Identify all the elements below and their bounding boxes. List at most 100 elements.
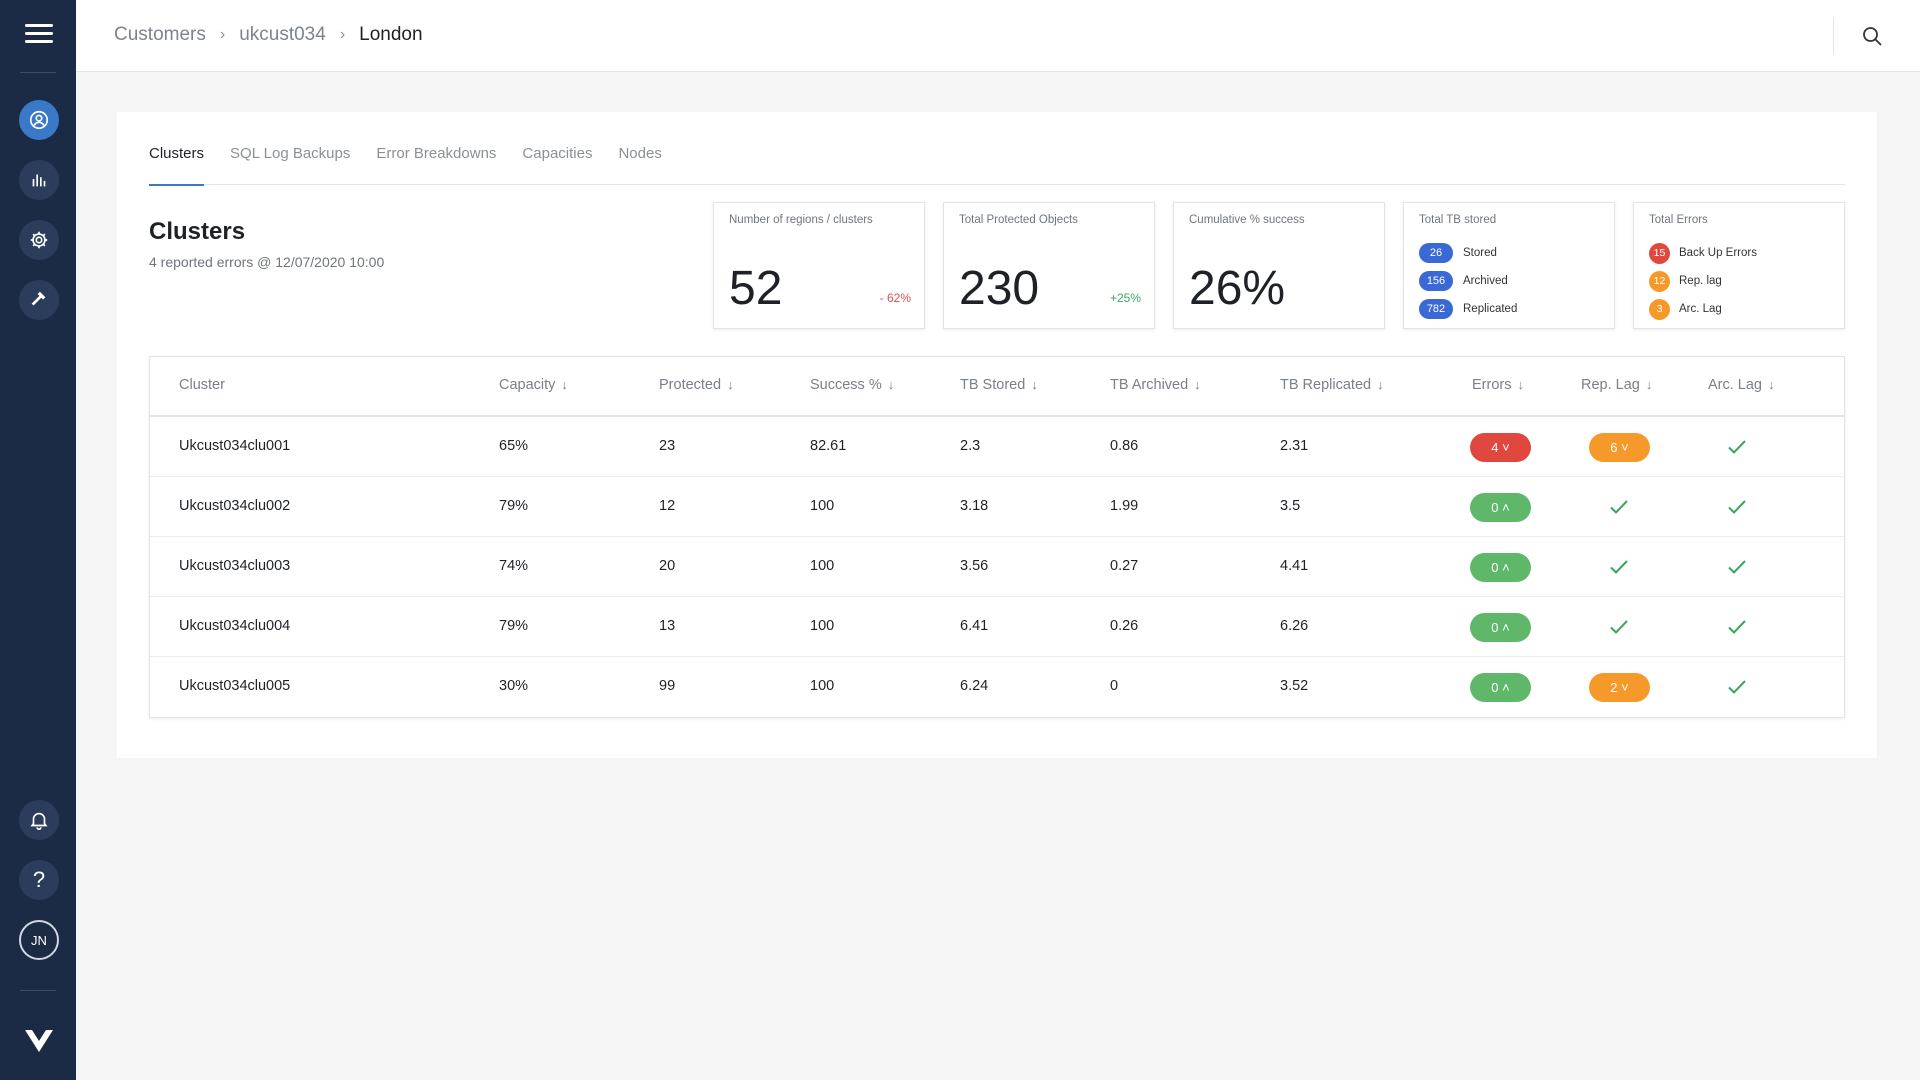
- sidebar: ? JN: [0, 0, 76, 1080]
- breadcrumb-customer[interactable]: ukcust034: [239, 24, 326, 45]
- cell-tb-stored: 3.18: [960, 498, 989, 514]
- main-card: Clusters SQL Log Backups Error Breakdown…: [117, 112, 1877, 758]
- cell-tb-archived: 0.26: [1110, 618, 1139, 634]
- table-row[interactable]: Ukcust034clu005 30% 99 100 6.24 0 3.52 0…: [150, 657, 1844, 717]
- col-header-label: Rep. Lag: [1581, 377, 1640, 393]
- col-header-success[interactable]: Success % ↓: [810, 377, 894, 393]
- cell-protected: 13: [659, 618, 676, 634]
- stat-card-protected: Total Protected Objects 230 +25%: [943, 202, 1155, 329]
- legend-row: 156 Archived: [1419, 267, 1517, 295]
- col-header-label: Capacity: [499, 377, 556, 393]
- hammer-icon[interactable]: [19, 280, 59, 320]
- check-icon: [1728, 500, 1746, 514]
- errors-badge[interactable]: 0 ˄: [1470, 673, 1531, 702]
- bar-chart-icon[interactable]: [19, 160, 59, 200]
- cell-success: 100: [810, 618, 835, 634]
- col-header-errors[interactable]: Errors ↓: [1472, 377, 1524, 393]
- col-header-tb-archived[interactable]: TB Archived ↓: [1110, 377, 1201, 393]
- errors-legend: 15 Back Up Errors 12 Rep. lag 3 Arc. Lag: [1649, 239, 1757, 323]
- cell-cluster: Ukcust034clu005: [179, 678, 291, 694]
- cell-capacity: 65%: [499, 438, 529, 454]
- header-divider: [1833, 18, 1834, 54]
- cell-tb-stored: 6.24: [960, 678, 989, 694]
- table-row[interactable]: Ukcust034clu002 79% 12 100 3.18 1.99 3.5…: [150, 477, 1844, 537]
- col-header-cluster[interactable]: Cluster: [179, 377, 225, 393]
- check-icon: [1728, 680, 1746, 694]
- legend-row: 26 Stored: [1419, 239, 1517, 267]
- cell-protected: 20: [659, 558, 676, 574]
- cell-tb-stored: 6.41: [960, 618, 989, 634]
- col-header-label: Arc. Lag: [1708, 377, 1762, 393]
- page-subtitle: 4 reported errors @ 12/07/2020 10:00: [149, 254, 385, 270]
- legend-label: Back Up Errors: [1679, 247, 1757, 259]
- sort-arrow-icon: ↓: [887, 377, 895, 392]
- cell-tb-replicated: 3.5: [1280, 498, 1301, 514]
- cell-tb-replicated: 2.31: [1280, 438, 1309, 454]
- sort-arrow-icon: ↓: [1645, 377, 1653, 392]
- cell-success: 100: [810, 558, 835, 574]
- bell-icon[interactable]: [19, 800, 59, 840]
- sidebar-divider: [20, 72, 56, 73]
- tab-capacities[interactable]: Capacities: [522, 145, 593, 162]
- search-icon[interactable]: [1860, 24, 1884, 48]
- errors-badge[interactable]: 0 ˄: [1470, 493, 1531, 522]
- col-header-tb-replicated[interactable]: TB Replicated ↓: [1280, 377, 1384, 393]
- table-row[interactable]: Ukcust034clu003 74% 20 100 3.56 0.27 4.4…: [150, 537, 1844, 597]
- count-dot: 15: [1649, 242, 1670, 264]
- stat-card-tb: Total TB stored 26 Stored 156 Archived 782…: [1403, 202, 1615, 329]
- legend-row: 15 Back Up Errors: [1649, 239, 1757, 267]
- tab-error-breakdowns[interactable]: Error Breakdowns: [376, 145, 497, 162]
- col-header-protected[interactable]: Protected ↓: [659, 377, 734, 393]
- col-header-label: Protected: [659, 377, 722, 393]
- cell-tb-archived: 0: [1110, 678, 1119, 694]
- cell-success: 100: [810, 498, 835, 514]
- sidebar-divider: [20, 990, 56, 991]
- user-icon[interactable]: [19, 100, 59, 140]
- cell-tb-replicated: 6.26: [1280, 618, 1309, 634]
- stat-delta: - 62%: [879, 291, 911, 305]
- cell-tb-archived: 0.27: [1110, 558, 1139, 574]
- avatar[interactable]: JN: [19, 920, 59, 960]
- errors-badge[interactable]: 0 ˄: [1470, 613, 1531, 642]
- errors-badge[interactable]: 4 ˅: [1470, 433, 1531, 462]
- tab-sql-log-backups[interactable]: SQL Log Backups: [230, 145, 351, 162]
- check-icon: [1610, 560, 1628, 574]
- cell-capacity: 74%: [499, 558, 529, 574]
- sort-arrow-icon: ↓: [1517, 377, 1524, 392]
- legend-label: Replicated: [1463, 303, 1518, 315]
- logo-icon[interactable]: [22, 1022, 56, 1056]
- check-icon: [1728, 620, 1746, 634]
- breadcrumb-customers[interactable]: Customers: [114, 24, 206, 45]
- breadcrumb-current: London: [359, 24, 423, 45]
- rep-lag-badge[interactable]: 2 ˅: [1589, 673, 1650, 702]
- cell-protected: 12: [659, 498, 676, 514]
- menu-icon[interactable]: [25, 24, 53, 46]
- table-row[interactable]: Ukcust034clu004 79% 13 100 6.41 0.26 6.2…: [150, 597, 1844, 657]
- sort-arrow-icon: ↓: [561, 377, 568, 392]
- cell-tb-replicated: 4.41: [1280, 558, 1309, 574]
- check-icon: [1728, 560, 1746, 574]
- col-header-label: Errors: [1472, 377, 1512, 393]
- gear-icon[interactable]: [19, 220, 59, 260]
- col-header-arc-lag[interactable]: Arc. Lag ↓: [1708, 377, 1775, 393]
- rep-lag-badge[interactable]: 6 ˅: [1589, 433, 1650, 462]
- errors-badge[interactable]: 0 ˄: [1470, 553, 1531, 582]
- page-title: Clusters: [149, 218, 246, 245]
- count-dot: 3: [1649, 298, 1670, 320]
- col-header-tb-stored[interactable]: TB Stored ↓: [960, 377, 1038, 393]
- cell-success: 82.61: [810, 438, 847, 454]
- stat-value: 26%: [1189, 262, 1286, 315]
- col-header-rep-lag[interactable]: Rep. Lag ↓: [1581, 377, 1652, 393]
- stat-value: 52: [729, 262, 783, 315]
- table-header: Cluster Capacity ↓ Protected ↓ Success % ↓ …: [150, 357, 1844, 417]
- cell-tb-archived: 0.86: [1110, 438, 1139, 454]
- help-icon[interactable]: ?: [19, 860, 59, 900]
- cell-protected: 99: [659, 678, 676, 694]
- table-row[interactable]: Ukcust034clu001 65% 23 82.61 2.3 0.86 2.…: [150, 417, 1844, 477]
- stat-card-success: Cumulative % success 26%: [1173, 202, 1385, 329]
- legend-label: Arc. Lag: [1679, 303, 1722, 315]
- cell-capacity: 79%: [499, 618, 529, 634]
- col-header-capacity[interactable]: Capacity ↓: [499, 377, 568, 393]
- tab-nodes[interactable]: Nodes: [618, 145, 662, 162]
- tab-clusters[interactable]: Clusters: [149, 130, 205, 186]
